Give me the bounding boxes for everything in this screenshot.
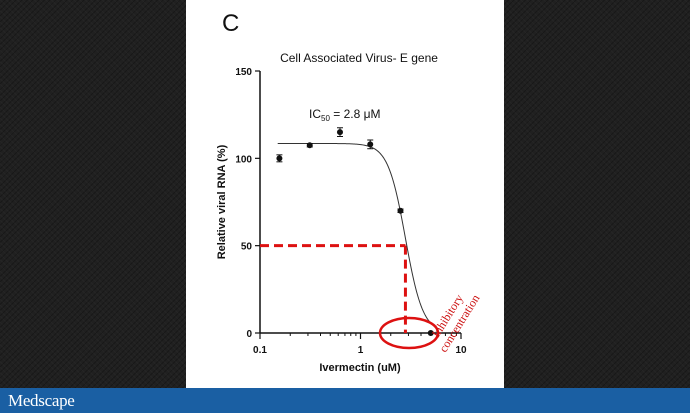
y-axis-label: Relative viral RNA (%) [216, 144, 228, 259]
ic50-prefix: IC [309, 107, 321, 121]
data-point [336, 129, 343, 136]
ticks: 0 50 100 150 0.1 1 10 [235, 67, 467, 356]
y-tick-label: 150 [235, 67, 252, 78]
y-tick-label: 100 [235, 154, 252, 165]
data-point-group [336, 127, 343, 137]
data-point [276, 155, 283, 162]
data-point-group [367, 139, 374, 150]
data-point [367, 141, 374, 148]
data-point-group [397, 207, 404, 214]
panel-letter: C [222, 10, 240, 37]
data-point-group [306, 142, 313, 149]
data-point [427, 330, 434, 336]
ic50-label: IC50 = 2.8 μM [309, 107, 381, 123]
reference-lines [260, 244, 407, 333]
medscape-logo: Medscape [8, 391, 75, 410]
chart-title: Cell Associated Virus- E gene [280, 51, 438, 65]
x-tick-label: 10 [455, 345, 467, 356]
slide-panel [186, 0, 504, 388]
x-tick-label: 0.1 [253, 345, 267, 356]
y-tick-label: 50 [241, 242, 253, 253]
data-point-group [427, 330, 434, 336]
ic50-value: = 2.8 μM [330, 107, 381, 121]
data-point-group [276, 154, 283, 163]
data-point [306, 142, 313, 149]
x-axis-label: Ivermectin (uM) [319, 362, 401, 374]
x-tick-label: 1 [358, 345, 364, 356]
ic50-highlight-ellipse [378, 316, 440, 350]
footer-bar [0, 388, 690, 413]
data-points [276, 127, 434, 336]
inhibitory-annotation: Inhibitory concentration [429, 292, 483, 355]
data-point [397, 207, 404, 214]
fit-curve [277, 142, 432, 324]
y-tick-label: 0 [246, 329, 252, 340]
ic50-subscript: 50 [321, 114, 330, 123]
